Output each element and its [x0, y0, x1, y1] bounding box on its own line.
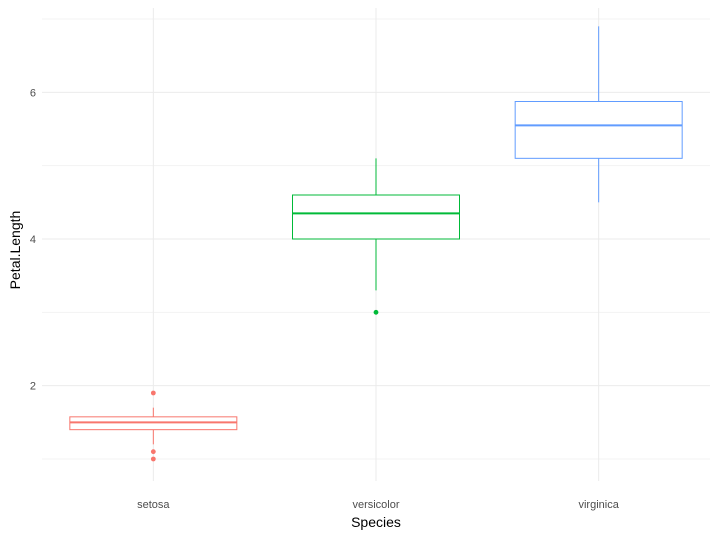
outlier-point	[373, 309, 379, 315]
outlier-point	[150, 390, 156, 396]
x-axis-title: Species	[351, 514, 401, 530]
box-group-setosa	[69, 390, 238, 462]
x-tick-label: setosa	[137, 499, 170, 511]
outlier-point	[150, 456, 156, 462]
box-group-versicolor	[292, 158, 460, 315]
y-tick-label: 4	[30, 234, 36, 246]
iqr-box	[292, 194, 460, 240]
outlier-point	[150, 449, 156, 455]
x-tick-label: virginica	[578, 499, 619, 511]
y-axis-title: Petal.Length	[7, 211, 23, 290]
y-tick-label: 2	[30, 381, 36, 393]
tick-layer: 2 4 6 setosa versicolor virginica	[30, 87, 620, 511]
y-tick-label: 6	[30, 87, 36, 99]
x-tick-label: versicolor	[352, 499, 399, 511]
iqr-box	[514, 101, 683, 159]
box-group-virginica	[514, 26, 683, 203]
box-layer	[69, 26, 683, 462]
